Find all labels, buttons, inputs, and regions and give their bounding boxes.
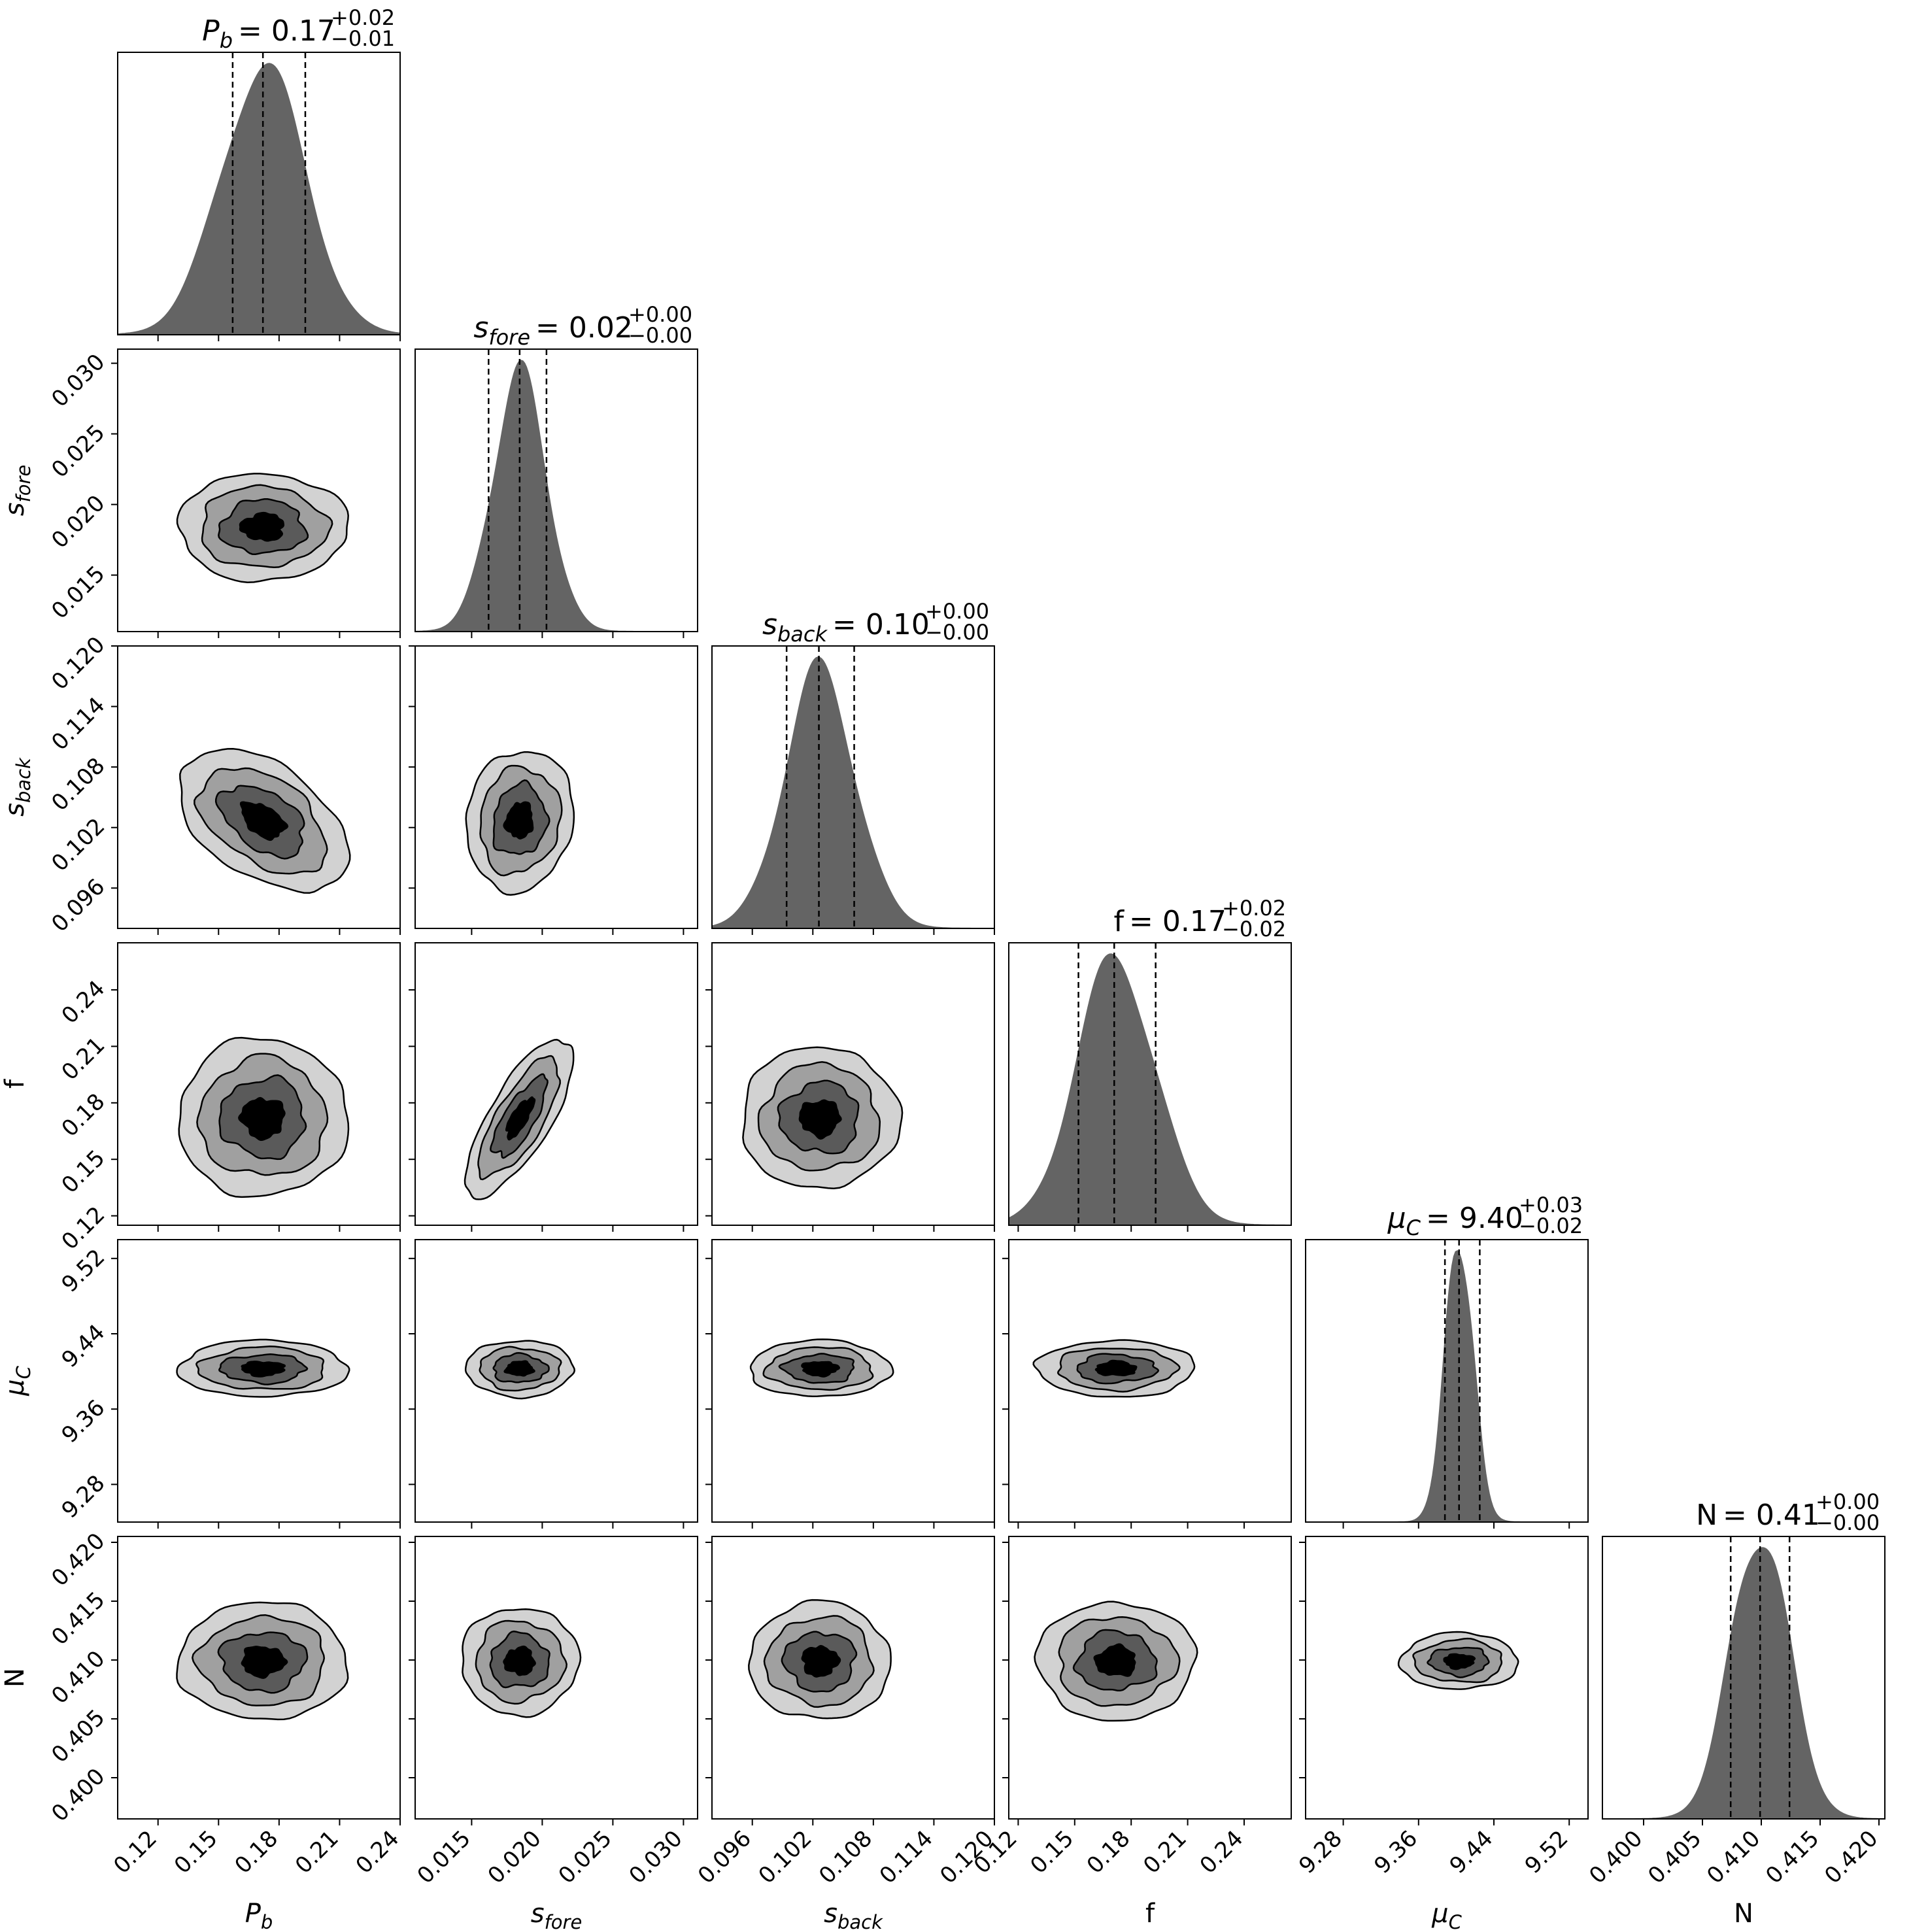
panel-sfore-sfore: sfore = 0.02+0.00−0.00 bbox=[414, 302, 698, 638]
panel-muc-muc: μC = 9.40+0.03−0.02 bbox=[1305, 1193, 1589, 1529]
panel-f-sback bbox=[705, 942, 995, 1232]
panel-sback-sback: sback = 0.10+0.00−0.00 bbox=[711, 599, 995, 935]
contour-sback-pb-3 bbox=[239, 801, 289, 841]
contour-f-sfore-3 bbox=[505, 1096, 536, 1141]
contour-f-pb-3 bbox=[237, 1096, 286, 1141]
panel-frame bbox=[117, 1239, 401, 1523]
panel-frame bbox=[1602, 1536, 1886, 1820]
panel-n-f: 0.12 0.15 0.18 0.21 0.24f bbox=[969, 1536, 1292, 1929]
panel-frame bbox=[117, 1536, 401, 1820]
svg-text:= 9.40: = 9.40 bbox=[1426, 1202, 1523, 1235]
contour-muc-pb-3 bbox=[241, 1361, 286, 1378]
panel-f-sfore bbox=[409, 942, 698, 1232]
panel-muc-sfore bbox=[409, 1239, 698, 1529]
y-axis-label-sback: sback bbox=[0, 757, 35, 817]
title-sfore: sfore = 0.02+0.00−0.00 bbox=[473, 302, 692, 350]
panel-muc-sback bbox=[705, 1239, 995, 1529]
svg-text:+0.02: +0.02 bbox=[1222, 896, 1286, 921]
histogram-f bbox=[1009, 953, 1291, 1225]
panel-f-f: f = 0.17+0.02−0.02 bbox=[1008, 896, 1292, 1232]
svg-text:Pb: Pb bbox=[202, 14, 233, 53]
x-axis-label-n: N bbox=[1734, 1899, 1753, 1929]
svg-text:= 0.17: = 0.17 bbox=[238, 14, 335, 48]
x-axis-label-f: f bbox=[1145, 1899, 1155, 1929]
title-n: N = 0.41+0.00−0.00 bbox=[1696, 1489, 1880, 1535]
panel-frame bbox=[711, 1536, 995, 1820]
svg-text:−0.02: −0.02 bbox=[1222, 917, 1286, 941]
histogram-sfore bbox=[415, 360, 698, 632]
svg-text:−0.00: −0.00 bbox=[628, 323, 692, 348]
panel-sback-sfore bbox=[409, 645, 698, 935]
svg-text:= 0.41: = 0.41 bbox=[1723, 1499, 1820, 1532]
contour-muc-f-3 bbox=[1094, 1359, 1138, 1376]
title-sback: sback = 0.10+0.00−0.00 bbox=[762, 599, 989, 647]
svg-text:+0.00: +0.00 bbox=[925, 599, 989, 624]
panel-frame bbox=[1305, 1536, 1589, 1820]
histogram-muc bbox=[1306, 1250, 1588, 1522]
panel-frame bbox=[1008, 942, 1292, 1226]
svg-text:= 0.10: = 0.10 bbox=[832, 608, 930, 641]
contour-n-muc-3 bbox=[1443, 1653, 1476, 1670]
panel-frame bbox=[1008, 1536, 1292, 1820]
x-axis-label-pb: Pb bbox=[245, 1899, 273, 1932]
panel-frame bbox=[414, 942, 698, 1226]
panel-frame bbox=[414, 1239, 698, 1523]
svg-text:= 0.02: = 0.02 bbox=[535, 311, 633, 345]
title-f: f = 0.17+0.02−0.02 bbox=[1114, 896, 1287, 941]
y-axis-label-sfore: sfore bbox=[0, 465, 35, 517]
contour-f-sback-3 bbox=[798, 1099, 842, 1140]
panel-frame bbox=[711, 942, 995, 1226]
panel-frame bbox=[414, 1536, 698, 1820]
y-axis-label-n: N bbox=[0, 1668, 30, 1687]
panel-frame bbox=[117, 52, 401, 335]
panel-frame bbox=[117, 645, 401, 929]
svg-text:−0.00: −0.00 bbox=[925, 620, 989, 645]
svg-text:+0.02: +0.02 bbox=[331, 5, 395, 30]
svg-text:+0.03: +0.03 bbox=[1519, 1193, 1583, 1217]
panel-muc-f bbox=[1002, 1239, 1292, 1529]
y-axis-label-f: f bbox=[0, 1079, 30, 1089]
x-axis-label-sback: sback bbox=[824, 1899, 883, 1932]
svg-text:sback: sback bbox=[762, 608, 828, 647]
panel-frame bbox=[117, 942, 401, 1226]
x-axis-label-muc: μC bbox=[1431, 1899, 1462, 1932]
panel-frame bbox=[711, 1239, 995, 1523]
svg-text:−0.01: −0.01 bbox=[331, 26, 395, 51]
contour-n-pb-3 bbox=[241, 1646, 288, 1679]
x-axis-label-sfore: sfore bbox=[531, 1899, 583, 1932]
panel-frame bbox=[1008, 1239, 1292, 1523]
contour-n-sfore-3 bbox=[503, 1645, 537, 1676]
svg-text:N: N bbox=[1696, 1499, 1717, 1532]
panel-frame bbox=[711, 645, 995, 929]
histogram-pb bbox=[118, 63, 400, 335]
panel-frame bbox=[414, 348, 698, 632]
panel-frame bbox=[1305, 1239, 1589, 1523]
contour-muc-sfore-3 bbox=[503, 1360, 535, 1377]
title-pb: Pb = 0.17+0.02−0.01 bbox=[202, 5, 395, 53]
svg-text:= 0.17: = 0.17 bbox=[1129, 905, 1226, 938]
contour-sfore-pb-3 bbox=[239, 511, 285, 542]
svg-text:+0.00: +0.00 bbox=[628, 302, 692, 327]
svg-text:sfore: sfore bbox=[473, 311, 530, 350]
panel-pb-pb: Pb = 0.17+0.02−0.01 bbox=[117, 5, 401, 341]
svg-text:−0.02: −0.02 bbox=[1519, 1213, 1583, 1238]
svg-text:μC: μC bbox=[1387, 1202, 1421, 1240]
panel-frame bbox=[414, 645, 698, 929]
panels: Pb = 0.17+0.02−0.010.0150.0200.0250.030sf… bbox=[0, 5, 1886, 1932]
svg-text:f: f bbox=[1114, 905, 1125, 938]
contour-n-sback-3 bbox=[801, 1645, 841, 1678]
svg-text:−0.00: −0.00 bbox=[1816, 1510, 1880, 1535]
svg-text:+0.00: +0.00 bbox=[1816, 1489, 1880, 1514]
panel-frame bbox=[117, 348, 401, 632]
contour-n-f-3 bbox=[1093, 1643, 1136, 1677]
contour-sback-sfore-3 bbox=[503, 801, 534, 839]
contour-muc-sback-3 bbox=[801, 1361, 840, 1378]
title-muc: μC = 9.40+0.03−0.02 bbox=[1387, 1193, 1583, 1240]
y-axis-label-muc: μC bbox=[0, 1365, 35, 1396]
